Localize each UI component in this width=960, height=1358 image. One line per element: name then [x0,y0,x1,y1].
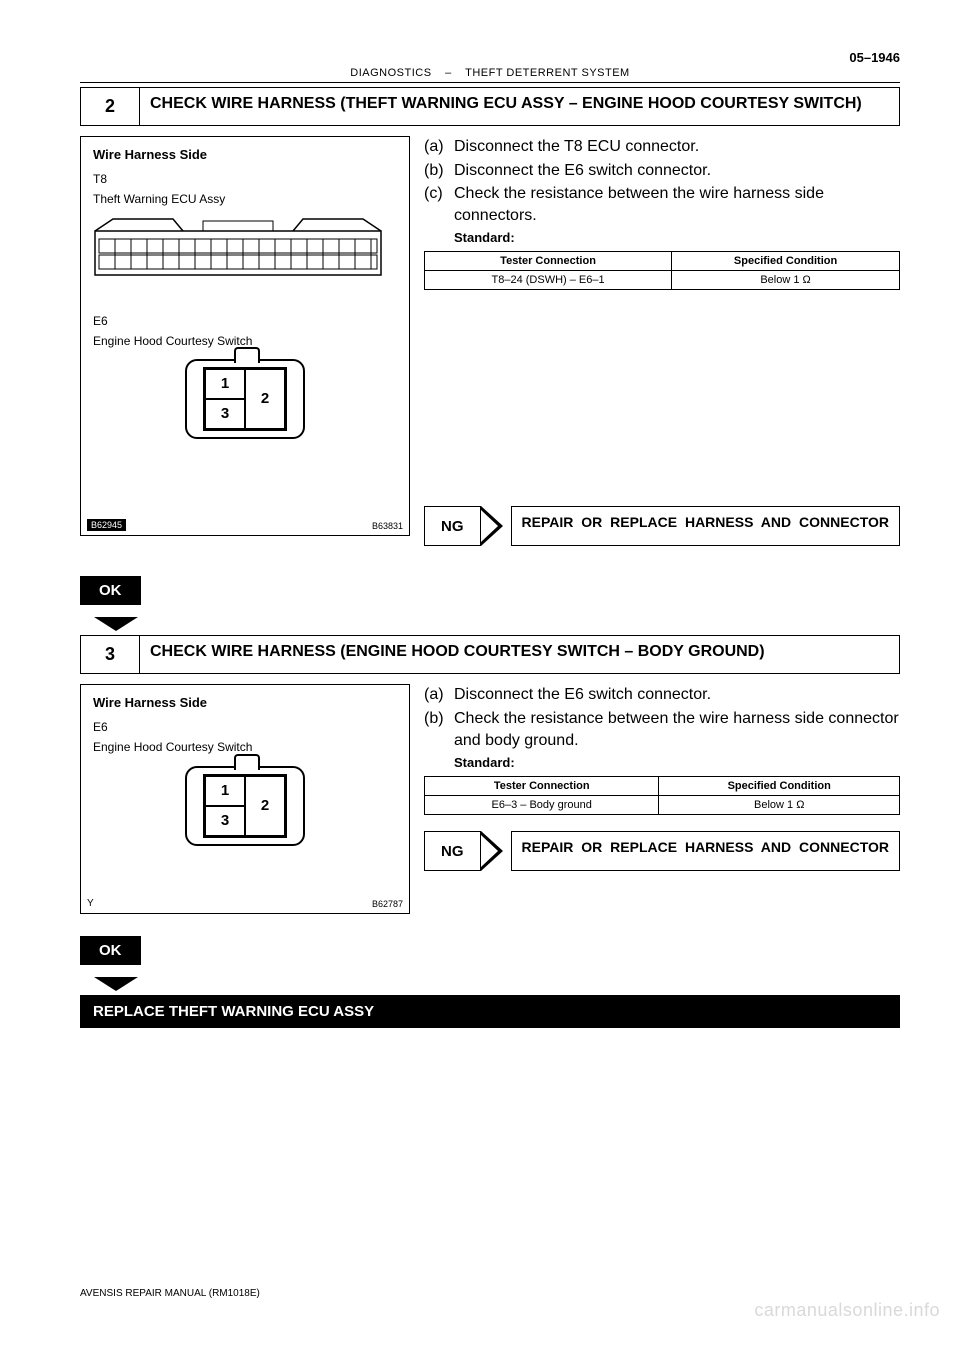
step3-sw-id: E6 [93,720,397,736]
step3-th2: Specified Condition [659,777,900,796]
plug-pin-2: 2 [245,776,285,836]
page-header: DIAGNOSTICS – THEFT DETERRENT SYSTEM [80,67,900,83]
header-right: THEFT DETERRENT SYSTEM [465,67,630,79]
watermark: carmanualsonline.info [754,1300,940,1321]
step2-body: Wire Harness Side T8 Theft Warning ECU A… [80,136,900,554]
arrow-right-icon [481,506,503,546]
step2-fig-code-right: B63831 [372,521,403,531]
plug-pin-3: 3 [205,399,245,429]
step3-fig-code-left: Y [87,898,94,909]
step3-fig-code-right: B62787 [372,899,403,909]
step2-proc-a: (a) Disconnect the T8 ECU connector. [424,136,900,158]
plug-pin-1: 1 [205,776,245,806]
step3-ng-action: REPAIR OR REPLACE HARNESS AND CONNECTOR [511,831,901,871]
step2-ecu-name: Theft Warning ECU Assy [93,192,397,208]
step2-proc-c: (c) Check the resistance between the wir… [424,183,900,226]
step3-td2: Below 1 Ω [659,796,900,815]
step2-th1: Tester Connection [425,252,672,271]
plug-pin-3: 3 [205,806,245,836]
step3-ok-label: OK [80,936,141,965]
step2-title: CHECK WIRE HARNESS (THEFT WARNING ECU AS… [140,88,899,125]
step3-bar: 3 CHECK WIRE HARNESS (ENGINE HOOD COURTE… [80,635,900,674]
step3-text-col: (a) Disconnect the E6 switch connector. … [424,684,900,914]
step3-figure: Wire Harness Side E6 Engine Hood Courtes… [80,684,410,914]
plug-pin-2: 2 [245,369,285,429]
final-action: REPLACE THEFT WARNING ECU ASSY [80,995,900,1028]
manual-footer: AVENSIS REPAIR MANUAL (RM1018E) [80,1288,900,1299]
ecu-connector-icon [93,217,383,277]
step3-proc-b: (b) Check the resistance between the wir… [424,708,900,751]
step2-fig-caption: Wire Harness Side [93,147,397,162]
step2-ecu-id: T8 [93,172,397,188]
arrow-right-icon [481,831,503,871]
step3-td1: E6–3 – Body ground [425,796,659,815]
step3-title: CHECK WIRE HARNESS (ENGINE HOOD COURTESY… [140,636,899,673]
step2-sw-id: E6 [93,314,397,330]
step2-ng-action: REPAIR OR REPLACE HARNESS AND CONNECTOR [511,506,901,546]
step3-ng-label: NG [424,831,481,871]
step2-fig-code-left: B62945 [87,519,126,531]
step3-th1: Tester Connection [425,777,659,796]
step2-td2: Below 1 Ω [672,271,900,290]
step2-ok-label: OK [80,576,141,605]
step2-standard-label: Standard: [454,230,900,245]
step3-fig-caption: Wire Harness Side [93,695,397,710]
page-number: 05–1946 [80,50,900,65]
step2-proc-b: (b) Disconnect the E6 switch connector. [424,160,900,182]
arrow-down-icon [94,977,138,991]
plug-pin-1: 1 [205,369,245,399]
step2-ng-label: NG [424,506,481,546]
step3-num: 3 [81,636,140,673]
plug-connector-icon: 1 2 3 [185,359,305,439]
step2-td1: T8–24 (DSWH) – E6–1 [425,271,672,290]
step3-body: Wire Harness Side E6 Engine Hood Courtes… [80,684,900,914]
arrow-down-icon [94,617,138,631]
header-sep: – [445,67,452,79]
step2-ng-row: NG REPAIR OR REPLACE HARNESS AND CONNECT… [424,506,900,546]
step2-spec-table: Tester Connection Specified Condition T8… [424,251,900,290]
step2-bar: 2 CHECK WIRE HARNESS (THEFT WARNING ECU … [80,87,900,126]
step3-spec-table: Tester Connection Specified Condition E6… [424,776,900,815]
step3-figure-col: Wire Harness Side E6 Engine Hood Courtes… [80,684,410,914]
step3-standard-label: Standard: [454,755,900,770]
step3-ng-row: NG REPAIR OR REPLACE HARNESS AND CONNECT… [424,831,900,871]
plug-connector-icon: 1 2 3 [185,766,305,846]
step2-num: 2 [81,88,140,125]
page: 05–1946 DIAGNOSTICS – THEFT DETERRENT SY… [0,0,960,1339]
step2-th2: Specified Condition [672,252,900,271]
step2-text-col: (a) Disconnect the T8 ECU connector. (b)… [424,136,900,554]
step3-proc-a: (a) Disconnect the E6 switch connector. [424,684,900,706]
header-left: DIAGNOSTICS [350,67,431,79]
step2-figure: Wire Harness Side T8 Theft Warning ECU A… [80,136,410,536]
step2-figure-col: Wire Harness Side T8 Theft Warning ECU A… [80,136,410,554]
